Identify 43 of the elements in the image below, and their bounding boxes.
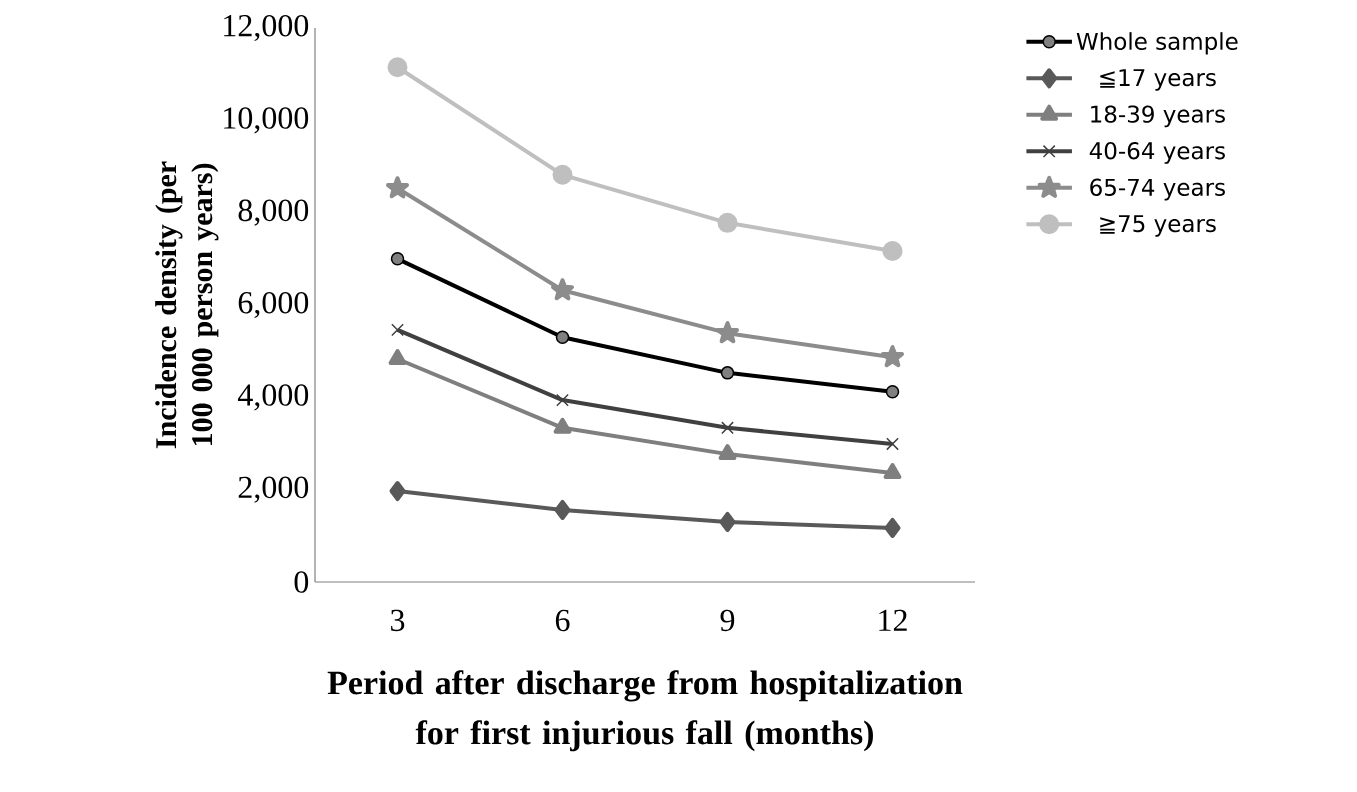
point xyxy=(391,323,404,337)
y-tick-label: 10,000 xyxy=(224,107,309,134)
legend-label: ≧75 years xyxy=(1100,215,1216,237)
point xyxy=(553,417,572,434)
y-tick-label: 2,000 xyxy=(238,476,309,503)
point xyxy=(386,176,410,199)
x-tick-label: 6 xyxy=(555,609,570,632)
legend-label: 18-39 years xyxy=(1091,105,1225,128)
y-tick-label: 4,000 xyxy=(237,384,309,411)
legend-label: 40-64 years xyxy=(1089,142,1225,164)
y-tick-label: 6,000 xyxy=(238,291,309,319)
point xyxy=(390,252,405,266)
point xyxy=(552,164,573,185)
point xyxy=(715,321,740,344)
y-tick-label: 12,000 xyxy=(224,14,309,42)
y-tick-label: 8,000 xyxy=(238,199,309,226)
point xyxy=(554,499,571,520)
x-tick-label: 12 xyxy=(879,609,907,631)
point xyxy=(885,385,900,399)
point xyxy=(388,349,407,366)
point xyxy=(389,481,406,502)
point xyxy=(883,463,902,480)
point xyxy=(884,517,901,538)
point xyxy=(555,330,570,345)
point xyxy=(880,345,905,368)
x-tick-label: 3 xyxy=(391,609,405,632)
point xyxy=(717,212,738,233)
x-axis-title: Period after discharge from hospitalization for first injurious fall (months) xyxy=(327,670,963,752)
x-tick-label: 9 xyxy=(720,609,735,632)
point xyxy=(719,511,736,532)
legend-label: ≦17 years xyxy=(1100,69,1216,91)
point xyxy=(721,421,734,435)
legend-label: Whole sample xyxy=(1076,32,1238,55)
legend-label: 65-74 years xyxy=(1090,178,1225,201)
point xyxy=(550,278,575,301)
point xyxy=(556,393,569,407)
point xyxy=(882,240,903,261)
point xyxy=(718,444,737,461)
point xyxy=(886,437,899,451)
point xyxy=(387,57,408,78)
y-tick-label: 0 xyxy=(294,571,309,593)
point xyxy=(720,366,735,380)
y-axis-title: Incidence density (per 100 000 person years) xyxy=(155,161,219,449)
